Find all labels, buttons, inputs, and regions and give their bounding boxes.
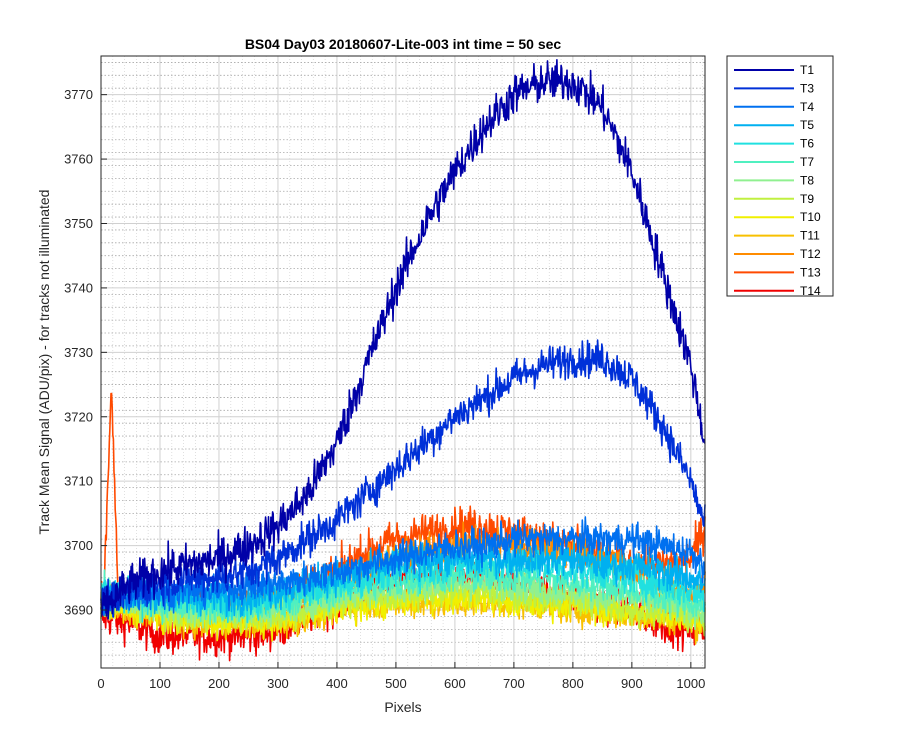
x-tick-label: 500 — [385, 676, 407, 691]
legend-label-t9: T9 — [800, 192, 814, 206]
x-tick-label: 900 — [621, 676, 643, 691]
legend-box — [726, 55, 834, 297]
x-tick-label: 300 — [267, 676, 289, 691]
y-tick-label: 3770 — [64, 87, 93, 102]
y-tick-label: 3690 — [64, 603, 93, 618]
legend-label-t14: T14 — [800, 284, 821, 298]
legend-label-t10: T10 — [800, 210, 821, 224]
chart-title: BS04 Day03 20180607-Lite-003 int time = … — [245, 36, 562, 52]
y-tick-label: 3760 — [64, 152, 93, 167]
x-tick-label: 100 — [149, 676, 171, 691]
axis-ticks: 0 100 200 300 400 500 600 700 800 900 1000 3690 3700… — [64, 87, 705, 691]
legend-label-t1: T1 — [800, 63, 814, 77]
legend-label-t12: T12 — [800, 247, 821, 261]
y-tick-label: 3710 — [64, 474, 93, 489]
y-tick-label: 3720 — [64, 409, 93, 424]
series-line-t3 — [100, 339, 706, 618]
legend-label-t6: T6 — [800, 137, 814, 151]
plot-frame — [100, 55, 706, 669]
x-tick-label: 800 — [562, 676, 584, 691]
y-tick-label: 3700 — [64, 538, 93, 553]
legend-label-t13: T13 — [800, 265, 821, 279]
legend-label-t5: T5 — [800, 118, 814, 132]
x-tick-label: 1000 — [676, 676, 705, 691]
legend-label-t7: T7 — [800, 155, 814, 169]
x-tick-label: 0 — [97, 676, 104, 691]
legend-label-t8: T8 — [800, 173, 814, 187]
x-tick-label: 400 — [326, 676, 348, 691]
series-layer — [100, 59, 706, 662]
x-tick-label: 600 — [444, 676, 466, 691]
series-line-t1 — [100, 59, 706, 620]
legend: T1 T3 T4 T5 T6 T7 T8 T9 T10 T11 T12 T13 T14 — [726, 55, 834, 298]
legend-label-t3: T3 — [800, 81, 814, 95]
x-axis-title: Pixels — [384, 699, 421, 715]
legend-label-t11: T11 — [800, 229, 820, 243]
y-tick-label: 3740 — [64, 280, 93, 295]
x-tick-label: 700 — [503, 676, 525, 691]
x-tick-label: 200 — [208, 676, 230, 691]
y-tick-label: 3750 — [64, 216, 93, 231]
y-tick-label: 3730 — [64, 345, 93, 360]
series-line-t4 — [100, 516, 706, 618]
legend-label-t4: T4 — [800, 100, 814, 114]
y-axis-title: Track Mean Signal (ADU/pix) - for tracks… — [36, 190, 52, 535]
